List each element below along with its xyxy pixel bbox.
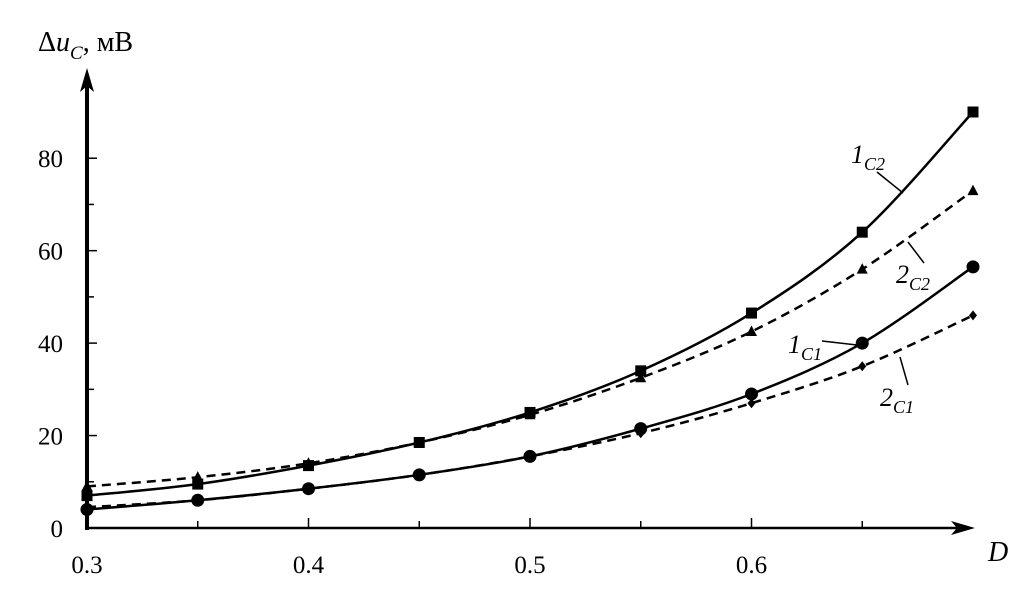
circle-marker xyxy=(745,387,758,401)
square-marker xyxy=(746,307,757,319)
y-tick-label: 60 xyxy=(38,239,63,266)
diamond-marker xyxy=(304,483,313,494)
square-marker xyxy=(635,365,647,377)
square-marker xyxy=(81,490,93,502)
series-label-sub: C1 xyxy=(893,397,914,417)
series-label-main: 1 xyxy=(851,140,864,169)
triangle-marker xyxy=(856,263,868,274)
square-marker xyxy=(192,478,204,490)
y-axis-label-main: Δ xyxy=(38,27,56,58)
series-label: 2C1 xyxy=(880,383,914,417)
series-1-c2 xyxy=(81,106,979,502)
diamond-marker xyxy=(415,469,424,480)
series-2-c1 xyxy=(83,310,977,513)
series-label-sub: C1 xyxy=(801,344,822,364)
x-tick-label: 0.6 xyxy=(736,552,767,579)
y-tick-label: 80 xyxy=(38,146,63,173)
series-label: 1C1 xyxy=(788,330,822,364)
diamond-marker xyxy=(969,310,977,321)
series-group xyxy=(80,106,980,517)
y-tick-label: 20 xyxy=(38,424,63,451)
series-line xyxy=(86,189,974,488)
series-label-main: 2 xyxy=(896,260,909,289)
diamond-marker xyxy=(193,495,202,506)
diamond-marker xyxy=(858,361,867,372)
series-line xyxy=(86,265,974,511)
axes: 0 20 40 60 80 0.3 0.4 0.5 0.6 xyxy=(38,68,975,579)
series-2-c2 xyxy=(81,184,979,491)
y-axis-label-sub: C xyxy=(70,43,83,64)
series-label-leader xyxy=(899,356,909,386)
series-label: 1C2 xyxy=(851,140,885,174)
diamond-marker xyxy=(636,428,645,439)
series-label-sub: C2 xyxy=(864,154,885,174)
y-axis-label-unit: , мВ xyxy=(83,27,133,58)
triangle-marker xyxy=(81,480,93,491)
series-label-leader xyxy=(876,171,904,194)
triangle-marker xyxy=(746,325,757,337)
x-axis-label: D xyxy=(987,537,1008,568)
triangle-marker xyxy=(967,184,979,196)
circle-marker xyxy=(855,336,869,350)
diamond-marker xyxy=(83,502,91,513)
y-tick-label: 0 xyxy=(51,516,64,543)
y-axis-arrow xyxy=(80,68,94,92)
diamond-marker xyxy=(747,398,756,409)
triangle-marker xyxy=(413,436,425,447)
y-axis-label-var: u xyxy=(56,27,70,58)
triangle-marker xyxy=(524,408,536,420)
series-label-main: 1 xyxy=(788,330,801,359)
triangle-marker xyxy=(635,371,647,383)
square-marker xyxy=(967,106,979,118)
series-1-c1 xyxy=(80,260,980,517)
series-label-main: 2 xyxy=(880,383,893,412)
triangle-marker xyxy=(192,471,204,482)
x-axis-arrow xyxy=(951,521,975,535)
triangle-marker xyxy=(303,457,314,468)
square-marker xyxy=(856,226,868,238)
x-tick-label: 0.4 xyxy=(293,552,325,579)
y-tick-label: 40 xyxy=(38,331,63,358)
series-line xyxy=(86,111,974,497)
series-label-sub: C2 xyxy=(909,274,930,294)
diamond-marker xyxy=(526,451,534,462)
series-label-leader xyxy=(821,340,858,346)
series-label-leader xyxy=(907,241,925,264)
circle-marker xyxy=(966,260,980,274)
series-label: 2C2 xyxy=(896,260,930,294)
x-tick-label: 0.5 xyxy=(514,552,545,579)
x-tick-label: 0.3 xyxy=(71,552,102,579)
y-axis-label: ΔuC, мВ xyxy=(38,27,133,64)
